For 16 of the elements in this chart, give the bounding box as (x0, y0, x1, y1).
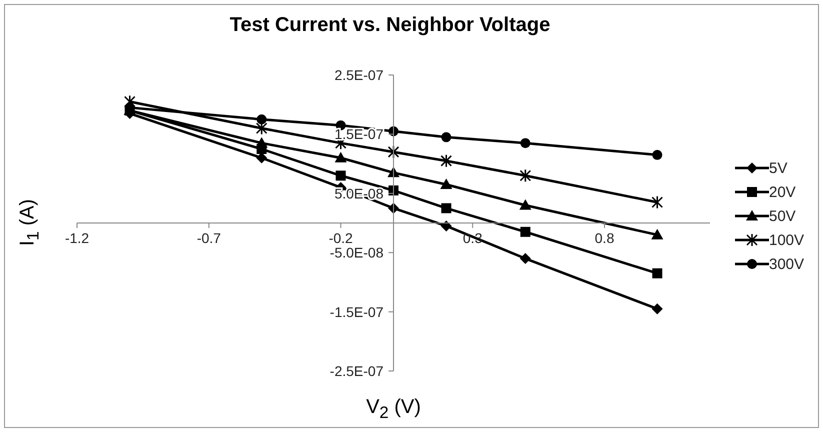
y-tick-label: -1.5E-07 (330, 304, 384, 320)
x-tick-label: 0.8 (594, 230, 614, 246)
legend-label: 20V (769, 184, 796, 200)
x-axis-title: V$_{2}$ (V) (365, 396, 422, 423)
y-tick-label: 1.5E-07 (334, 126, 384, 142)
x-tick-label: -0.2 (328, 230, 354, 246)
legend-label: 5V (769, 160, 788, 176)
y-tick-label: -2.5E-07 (330, 363, 384, 379)
x-tick-label: -1.2 (64, 230, 90, 246)
legend-label: 50V (769, 208, 796, 224)
y-tick-label: -5.0E-08 (330, 244, 384, 261)
chart-title: Test Current vs. Neighbor Voltage (228, 14, 552, 37)
y-tick-label: 2.5E-07 (334, 67, 384, 83)
x-tick-label: -0.7 (196, 230, 222, 246)
legend-label: 100V (769, 232, 804, 248)
legend-label: 300V (769, 256, 804, 272)
